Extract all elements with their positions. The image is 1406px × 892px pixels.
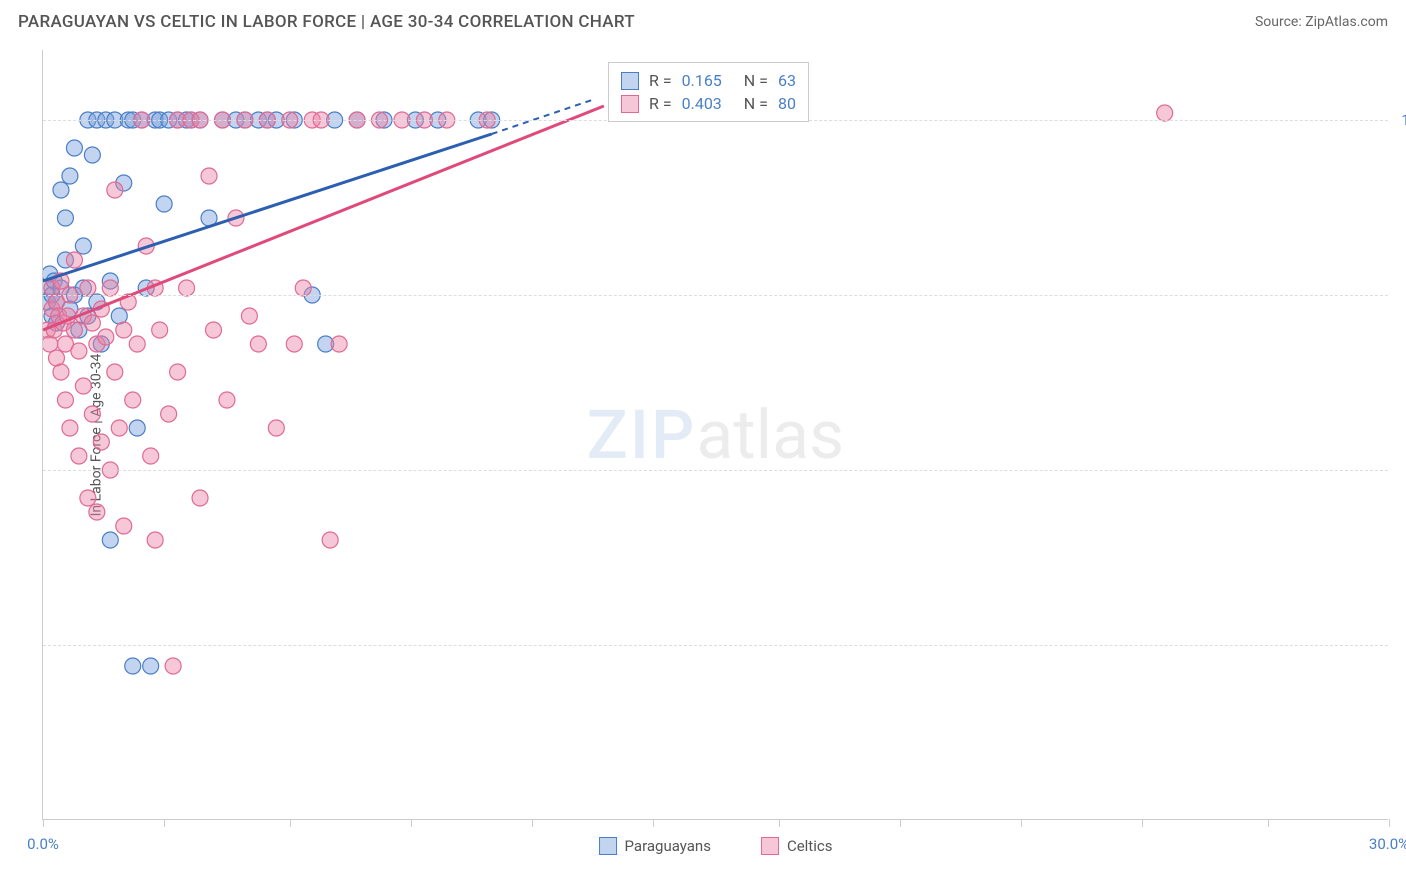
trend-line	[43, 134, 492, 281]
data-point	[102, 532, 118, 548]
data-point	[201, 168, 217, 184]
legend-item: Paraguayans	[599, 837, 711, 855]
gridline	[43, 645, 1388, 646]
stat-r-label: R =	[649, 71, 672, 90]
data-point	[241, 308, 257, 324]
series-legend: Paraguayans Celtics	[599, 837, 833, 855]
data-point	[129, 420, 145, 436]
stat-n-value: 80	[778, 94, 796, 113]
x-tick	[779, 819, 780, 827]
data-point	[75, 238, 91, 254]
data-point	[75, 378, 91, 394]
legend-swatch	[599, 837, 617, 855]
chart-title: PARAGUAYAN VS CELTIC IN LABOR FORCE | AG…	[18, 12, 635, 32]
data-point	[84, 315, 100, 331]
data-point	[111, 420, 127, 436]
data-point	[66, 252, 82, 268]
x-tick	[532, 819, 533, 827]
x-tick	[290, 819, 291, 827]
data-point	[170, 364, 186, 380]
chart-header: PARAGUAYAN VS CELTIC IN LABOR FORCE | AG…	[0, 0, 1406, 40]
data-point	[165, 658, 181, 674]
legend-swatch	[761, 837, 779, 855]
series-swatch	[621, 72, 639, 90]
x-tick	[411, 819, 412, 827]
x-tick	[900, 819, 901, 827]
stat-r-label: R =	[649, 94, 672, 113]
data-point	[1157, 105, 1173, 121]
series-swatch	[621, 95, 639, 113]
stats-row: R = 0.165 N = 63	[621, 69, 796, 92]
trend-line	[43, 106, 604, 330]
data-point	[129, 336, 145, 352]
data-point	[57, 210, 73, 226]
data-point	[102, 280, 118, 296]
stats-legend: R = 0.165 N = 63 R = 0.403 N = 80	[608, 62, 809, 122]
data-point	[80, 490, 96, 506]
data-point	[57, 392, 73, 408]
data-point	[143, 658, 159, 674]
data-point	[53, 182, 69, 198]
x-tick-label: 30.0%	[1369, 835, 1406, 853]
data-point	[143, 448, 159, 464]
data-point	[322, 532, 338, 548]
y-tick-label: 100.0%	[1401, 111, 1406, 129]
data-point	[331, 336, 347, 352]
data-point	[93, 434, 109, 450]
x-tick	[164, 819, 165, 827]
data-point	[295, 280, 311, 296]
plot-area: In Labor Force | Age 30-34 ZIPatlas 62.5…	[42, 50, 1388, 820]
stat-r-value: 0.165	[682, 71, 722, 90]
stat-n-label: N =	[744, 71, 768, 90]
data-point	[80, 280, 96, 296]
data-point	[98, 329, 114, 345]
x-tick	[1389, 819, 1390, 827]
data-point	[84, 147, 100, 163]
data-point	[125, 392, 141, 408]
x-tick	[1142, 819, 1143, 827]
data-point	[161, 406, 177, 422]
data-point	[107, 182, 123, 198]
data-point	[62, 420, 78, 436]
data-point	[71, 448, 87, 464]
watermark: ZIPatlas	[587, 395, 845, 475]
stat-n-label: N =	[744, 94, 768, 113]
x-tick	[1268, 819, 1269, 827]
data-point	[53, 364, 69, 380]
data-point	[152, 322, 168, 338]
data-point	[84, 406, 100, 422]
data-point	[89, 504, 105, 520]
legend-label: Paraguayans	[625, 837, 711, 855]
data-point	[250, 336, 266, 352]
legend-label: Celtics	[787, 837, 833, 855]
data-point	[66, 140, 82, 156]
data-point	[116, 322, 132, 338]
data-point	[71, 343, 87, 359]
data-point	[179, 280, 195, 296]
data-point	[286, 336, 302, 352]
data-point	[62, 168, 78, 184]
x-tick	[653, 819, 654, 827]
gridline	[43, 295, 1388, 296]
data-point	[192, 490, 208, 506]
x-tick	[1021, 819, 1022, 827]
data-point	[205, 322, 221, 338]
stat-r-value: 0.403	[682, 94, 722, 113]
data-point	[125, 658, 141, 674]
x-tick-label: 0.0%	[27, 835, 59, 853]
data-point	[66, 322, 82, 338]
data-point	[156, 196, 172, 212]
data-point	[116, 518, 132, 534]
x-tick	[43, 819, 44, 827]
data-point	[107, 364, 123, 380]
source-attribution: Source: ZipAtlas.com	[1255, 14, 1388, 30]
stat-n-value: 63	[778, 71, 796, 90]
legend-item: Celtics	[761, 837, 833, 855]
data-point	[268, 420, 284, 436]
stats-row: R = 0.403 N = 80	[621, 92, 796, 115]
data-point	[219, 392, 235, 408]
correlation-chart: In Labor Force | Age 30-34 ZIPatlas 62.5…	[42, 50, 1388, 820]
gridline	[43, 470, 1388, 471]
data-point	[147, 532, 163, 548]
